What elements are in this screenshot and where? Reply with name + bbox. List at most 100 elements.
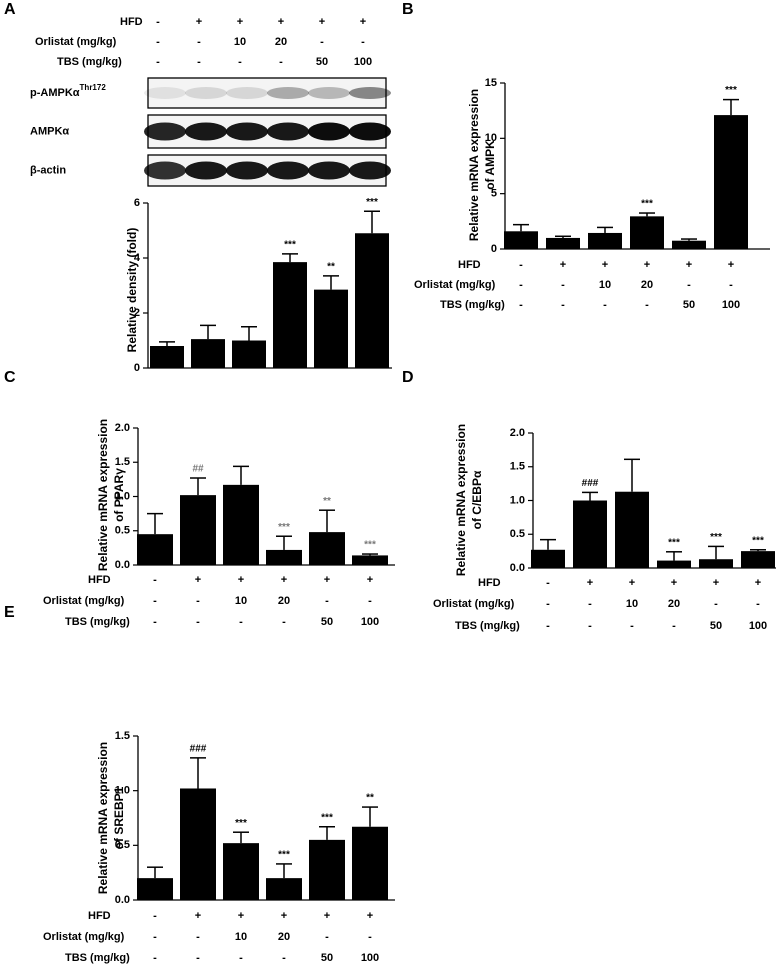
y-tick-label: 1.0 xyxy=(115,785,130,797)
error-bar xyxy=(513,223,529,232)
y-axis-label: Relative mRNA expression xyxy=(96,419,110,571)
condition-value: - xyxy=(714,598,718,610)
error-bar xyxy=(276,535,292,550)
y-tick-label: 2 xyxy=(134,307,140,319)
error-bar xyxy=(723,98,739,116)
error-bar xyxy=(319,509,335,533)
condition-value: - xyxy=(687,279,691,291)
blot-band xyxy=(144,122,186,141)
error-bar xyxy=(190,477,206,496)
y-axis-label: of SREBP1 xyxy=(112,786,126,849)
condition-label: Orlistat (mg/kg) xyxy=(414,279,496,291)
condition-value: - xyxy=(546,577,550,589)
bar xyxy=(223,484,259,565)
blot-label: AMPKα xyxy=(30,125,69,137)
condition-value: - xyxy=(561,299,565,311)
bar xyxy=(573,500,607,568)
panel-letter: A xyxy=(4,1,16,18)
bar xyxy=(355,233,389,368)
y-tick-label: 0.0 xyxy=(115,559,130,571)
condition-value: - xyxy=(630,620,634,632)
error-bar xyxy=(639,212,655,217)
condition-value: - xyxy=(603,299,607,311)
condition-label: TBS (mg/kg) xyxy=(57,56,122,68)
bar xyxy=(615,491,649,568)
y-tick-label: 1.5 xyxy=(115,730,130,742)
condition-label: Orlistat (mg/kg) xyxy=(43,595,125,607)
significance-label: *** xyxy=(278,522,290,533)
condition-value: + xyxy=(629,577,635,589)
error-bar xyxy=(319,825,335,840)
blot-band xyxy=(349,161,391,180)
condition-value: - xyxy=(197,56,201,68)
panel-letter: E xyxy=(4,604,15,621)
blot-label-superscript: Thr172 xyxy=(80,83,107,92)
condition-value: - xyxy=(279,56,283,68)
bar xyxy=(352,555,388,565)
condition-value: - xyxy=(197,36,201,48)
y-tick-label: 10 xyxy=(485,132,497,144)
error-bar xyxy=(147,512,163,535)
error-bar xyxy=(241,326,257,341)
y-tick-label: 0.5 xyxy=(510,528,525,540)
error-bar xyxy=(624,458,640,492)
blot-band xyxy=(308,122,350,141)
blot-band xyxy=(267,161,309,180)
bar xyxy=(191,339,225,368)
blot-label-text: p-AMPKα xyxy=(30,87,80,99)
condition-value: - xyxy=(672,620,676,632)
significance-label: ** xyxy=(327,262,335,273)
condition-value: + xyxy=(278,16,284,28)
bar xyxy=(266,549,302,565)
panel-letter: D xyxy=(402,369,414,386)
y-tick-label: 4 xyxy=(134,252,141,264)
condition-value: - xyxy=(519,259,523,271)
bar xyxy=(352,826,388,900)
condition-value: - xyxy=(196,952,200,964)
condition-value: - xyxy=(561,279,565,291)
significance-label: *** xyxy=(284,240,296,251)
condition-value: 50 xyxy=(321,616,333,628)
y-tick-label: 2.0 xyxy=(115,422,130,434)
condition-label: TBS (mg/kg) xyxy=(65,616,130,628)
bar xyxy=(232,340,266,368)
condition-value: - xyxy=(756,598,760,610)
condition-value: - xyxy=(196,616,200,628)
condition-value: 50 xyxy=(316,56,328,68)
y-tick-label: 0.0 xyxy=(510,562,525,574)
y-tick-label: 0 xyxy=(491,243,497,255)
significance-label: *** xyxy=(278,850,290,861)
y-tick-label: 1.0 xyxy=(115,490,130,502)
condition-value: + xyxy=(360,16,366,28)
condition-value: - xyxy=(325,931,329,943)
condition-label: HFD xyxy=(88,574,111,586)
error-bar xyxy=(362,806,378,827)
error-bar xyxy=(147,866,163,879)
condition-value: - xyxy=(153,910,157,922)
condition-value: - xyxy=(546,598,550,610)
condition-label: HFD xyxy=(458,259,481,271)
condition-label: Orlistat (mg/kg) xyxy=(433,598,515,610)
y-tick-label: 6 xyxy=(134,197,140,209)
error-bar xyxy=(190,757,206,789)
condition-value: - xyxy=(546,620,550,632)
error-bar xyxy=(681,238,697,241)
significance-label: *** xyxy=(668,537,680,548)
condition-value: 10 xyxy=(234,36,246,48)
blot-band xyxy=(185,87,227,99)
bar xyxy=(714,115,748,250)
condition-label: Orlistat (mg/kg) xyxy=(35,36,117,48)
condition-value: + xyxy=(728,259,734,271)
condition-value: 100 xyxy=(354,56,372,68)
error-bar xyxy=(540,538,556,550)
significance-label: ## xyxy=(192,464,204,475)
condition-value: + xyxy=(196,16,202,28)
bar xyxy=(273,262,307,368)
condition-value: 10 xyxy=(626,598,638,610)
error-bar xyxy=(200,324,216,340)
condition-value: - xyxy=(156,56,160,68)
significance-label: *** xyxy=(366,197,378,208)
condition-value: - xyxy=(196,595,200,607)
bar xyxy=(180,495,216,565)
condition-value: 100 xyxy=(749,620,767,632)
